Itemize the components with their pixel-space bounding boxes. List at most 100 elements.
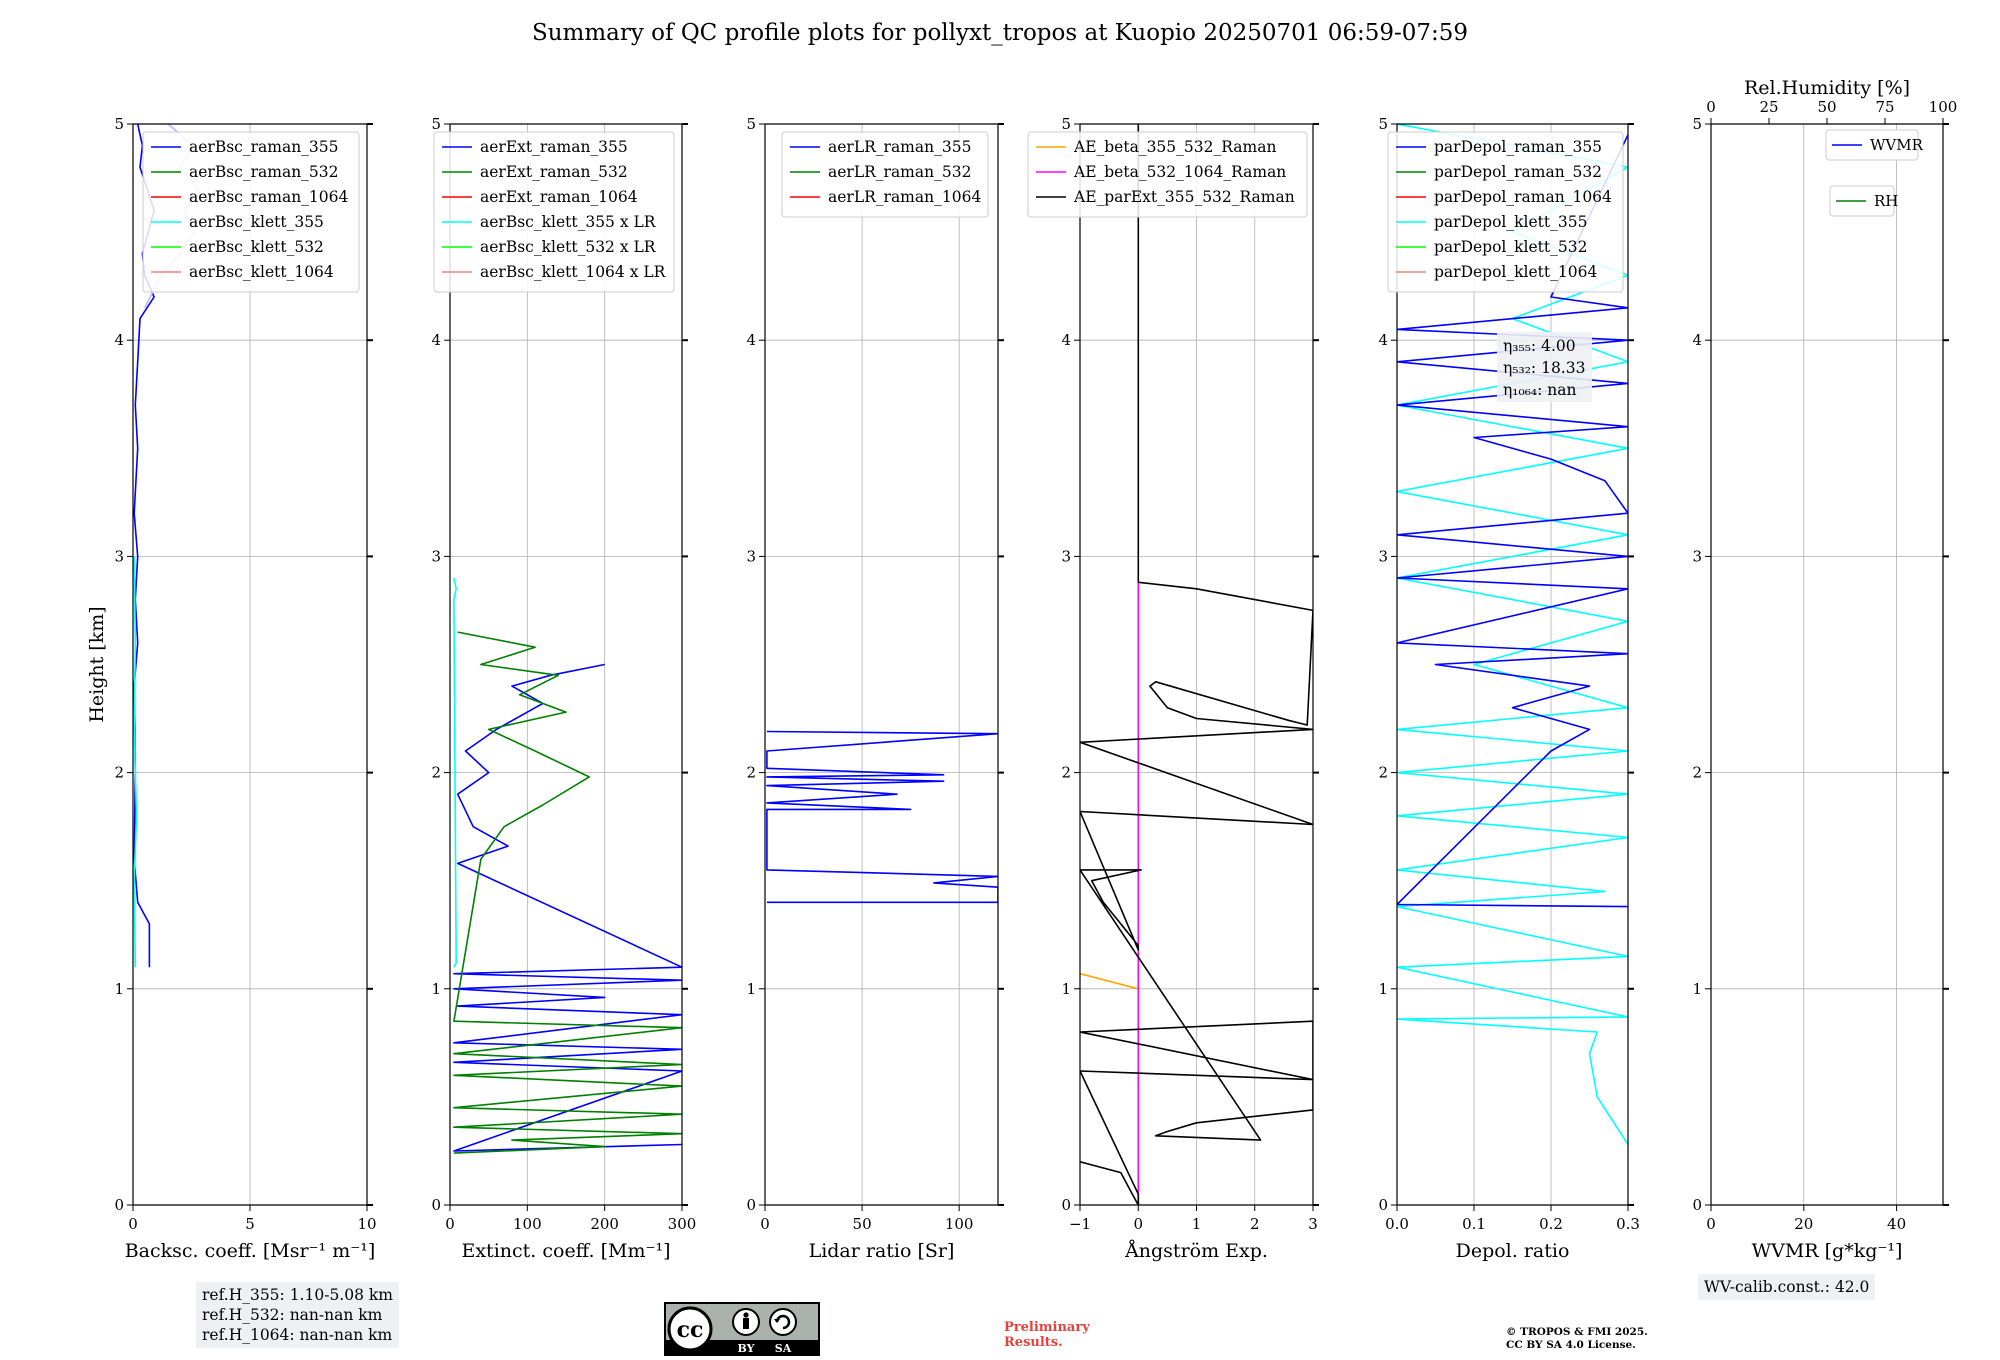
x-axis-label: Lidar ratio [Sr]	[809, 1240, 955, 1262]
y-tick-label: 2	[1692, 764, 1702, 782]
x-axis-label: Ångström Exp.	[1124, 1240, 1268, 1262]
y-tick-label: 1	[1061, 980, 1071, 998]
series-line-AE_parExt_355_532_Raman	[1080, 124, 1313, 1205]
x-tick-label: 3	[1308, 1215, 1318, 1233]
y-tick-label: 1	[1692, 980, 1702, 998]
top-x-tick-label: 25	[1759, 98, 1778, 116]
y-axis-label: Height [km]	[86, 606, 108, 722]
y-tick-label: 0	[1061, 1196, 1071, 1214]
x-tick-label: 100	[945, 1215, 974, 1233]
series-line-aerExt_raman_355	[453, 663, 682, 1152]
legend-box	[1027, 131, 1308, 218]
legend-label: aerLR_raman_532	[828, 163, 971, 181]
top-axis-label: Rel.Humidity [%]	[1744, 77, 1910, 99]
legend-label: aerBsc_klett_1064	[189, 263, 334, 281]
legend-label: aerBsc_klett_355 x LR	[480, 213, 657, 231]
x-axis-label: Backsc. coeff. [Msr⁻¹ m⁻¹]	[125, 1240, 376, 1262]
y-tick-label: 2	[431, 764, 441, 782]
x-tick-label: 200	[590, 1215, 619, 1233]
legend-label: aerBsc_raman_1064	[189, 188, 349, 206]
y-tick-label: 5	[1378, 115, 1388, 133]
legend-label: RH	[1874, 192, 1898, 210]
y-tick-label: 1	[431, 980, 441, 998]
y-tick-label: 0	[431, 1196, 441, 1214]
y-tick-label: 0	[746, 1196, 756, 1214]
legend-label: WVMR	[1870, 136, 1924, 154]
y-tick-label: 0	[1692, 1196, 1702, 1214]
x-tick-label: 0	[760, 1215, 770, 1233]
y-tick-label: 4	[431, 331, 441, 349]
y-tick-label: 2	[1061, 764, 1071, 782]
x-tick-label: 10	[357, 1215, 376, 1233]
y-tick-label: 4	[1061, 331, 1071, 349]
y-tick-label: 3	[746, 547, 756, 565]
legend-label: parDepol_klett_532	[1434, 238, 1587, 256]
figure-title: Summary of QC profile plots for pollyxt_…	[531, 20, 1469, 46]
y-tick-label: 0	[1378, 1196, 1388, 1214]
wv-calibration-box: WV-calib.const.: 42.0	[1698, 1274, 1876, 1300]
y-tick-label: 1	[746, 980, 756, 998]
y-tick-label: 5	[746, 115, 756, 133]
top-x-tick-label: 100	[1929, 98, 1958, 116]
legend-label: aerExt_raman_355	[480, 138, 628, 156]
legend-label: parDepol_raman_1064	[1434, 188, 1612, 206]
legend-label: parDepol_klett_355	[1434, 213, 1587, 231]
legend-label: aerExt_raman_532	[480, 163, 628, 181]
series-line-aerLR_raman_355	[766, 730, 998, 904]
x-tick-label: 1	[1192, 1215, 1202, 1233]
legend-label: aerBsc_klett_355	[189, 213, 324, 231]
legend-label: aerBsc_klett_532	[189, 238, 324, 256]
y-tick-label: 5	[1061, 115, 1071, 133]
y-tick-label: 3	[1692, 547, 1702, 565]
y-tick-label: 0	[114, 1196, 124, 1214]
series-group	[453, 577, 682, 1154]
cc-license-badge: cc BY SA	[664, 1302, 820, 1356]
legend-label: aerLR_raman_1064	[828, 188, 981, 206]
series-line-AE_beta_355_532_Raman	[1080, 972, 1139, 990]
x-axis-label: WVMR [g*kg⁻¹]	[1752, 1240, 1903, 1262]
eta-annotation-eta532: η₅₃₂: 18.33	[1503, 359, 1585, 377]
x-tick-label: 0	[1133, 1215, 1143, 1233]
reference-height-box: ref.H_355: 1.10-5.08 km ref.H_532: nan-n…	[196, 1282, 399, 1348]
eta-annotation-eta355: η₃₅₅: 4.00	[1503, 337, 1576, 355]
series-line-aerBsc_klett_355	[133, 556, 138, 968]
preliminary-results-note: Preliminary Results.	[1004, 1320, 1090, 1350]
subplot-5: 0 1 2 3 4 5 0.0 0.1 0.2 0.3 Depol. ratio parDepol_r…	[1378, 115, 1639, 1262]
y-tick-label: 3	[1061, 547, 1071, 565]
eta-annotation-box	[1497, 332, 1592, 402]
legend-label: parDepol_klett_1064	[1434, 263, 1597, 281]
legend-box	[433, 131, 675, 293]
x-tick-label: −1	[1069, 1215, 1091, 1233]
y-tick-label: 5	[431, 115, 441, 133]
copyright-note: © TROPOS & FMI 2025. CC BY SA 4.0 Licens…	[1506, 1326, 1648, 1351]
x-tick-label: 300	[668, 1215, 697, 1233]
y-tick-label: 4	[746, 331, 756, 349]
legend-label: AE_beta_532_1064_Raman	[1073, 163, 1286, 181]
x-tick-label: 0	[128, 1215, 138, 1233]
legend-box	[781, 131, 989, 218]
legend-label: aerExt_raman_1064	[480, 188, 638, 206]
legend-label: AE_parExt_355_532_Raman	[1073, 188, 1295, 206]
y-tick-label: 4	[1692, 331, 1702, 349]
x-tick-label: 40	[1887, 1215, 1906, 1233]
y-tick-label: 2	[746, 764, 756, 782]
y-tick-label: 4	[1378, 331, 1388, 349]
subplot-2: 0 1 2 3 4 5 0 100 200 300 Extinct. coeff. [Mm⁻¹] ae…	[431, 115, 696, 1262]
y-tick-label: 2	[114, 764, 124, 782]
top-x-tick-label: 0	[1706, 98, 1716, 116]
top-x-tick-label: 75	[1875, 98, 1894, 116]
legend-box	[1387, 131, 1624, 293]
legend-label: parDepol_raman_532	[1434, 163, 1602, 181]
legend-label: aerBsc_raman_532	[189, 163, 339, 181]
series-group	[1080, 124, 1313, 1205]
x-axis-label: Extinct. coeff. [Mm⁻¹]	[461, 1240, 670, 1262]
cc-sa-label: SA	[775, 1342, 792, 1355]
x-tick-label: 5	[245, 1215, 255, 1233]
legend-box	[1825, 129, 1919, 161]
y-tick-label: 2	[1378, 764, 1388, 782]
series-group	[766, 730, 998, 904]
y-tick-label: 3	[431, 547, 441, 565]
